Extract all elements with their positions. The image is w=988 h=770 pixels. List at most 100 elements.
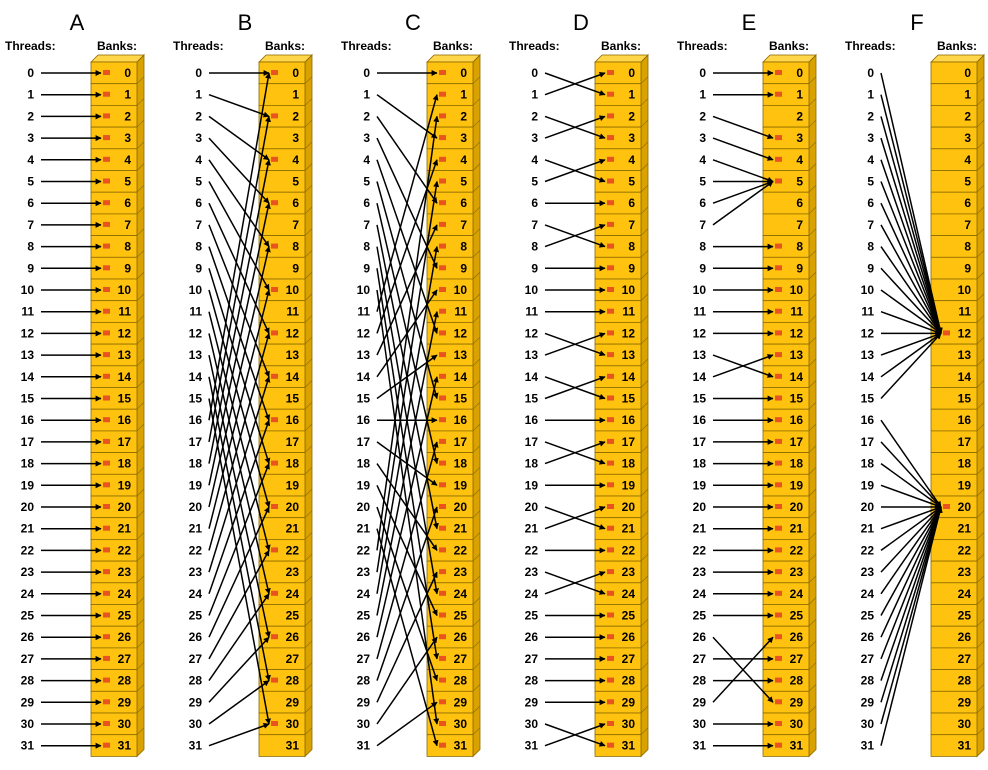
bank-edge	[304, 684, 313, 692]
bank-number: 14	[454, 370, 468, 384]
thread-number: 16	[21, 413, 35, 427]
bank-edge	[136, 336, 145, 345]
bank-number: 1	[292, 88, 299, 102]
bank-number: 12	[286, 326, 300, 340]
bank-edge	[976, 684, 985, 692]
bank-number: 12	[118, 326, 132, 340]
bank-number: 19	[622, 478, 636, 492]
thread-number: 6	[27, 196, 34, 210]
bank-edge	[136, 141, 145, 150]
thread-number: 1	[699, 88, 706, 102]
access-marker	[439, 113, 446, 119]
thread-number: 5	[531, 175, 538, 189]
thread-to-bank-arrow	[880, 159, 943, 334]
bank-number: 3	[124, 131, 131, 145]
panel-title: F	[910, 10, 923, 35]
bank-edge	[808, 445, 817, 453]
thread-to-bank-arrow	[880, 506, 942, 595]
bank-edge	[472, 510, 481, 518]
thread-to-bank-arrow	[880, 332, 942, 356]
thread-number: 21	[861, 522, 875, 536]
thread-number: 29	[357, 695, 371, 709]
bank-edge	[136, 163, 145, 171]
access-marker	[775, 308, 782, 314]
thread-to-bank-arrow	[208, 332, 271, 551]
bank-edge	[976, 597, 985, 605]
bank-number: 16	[622, 413, 636, 427]
thread-number: 16	[693, 413, 707, 427]
bank-number: 18	[790, 457, 804, 471]
thread-number: 27	[21, 652, 35, 666]
thread-number: 30	[189, 717, 203, 731]
bank-number: 19	[790, 478, 804, 492]
access-marker	[775, 612, 782, 618]
thread-to-bank-arrow	[376, 115, 440, 551]
bank-edge	[640, 250, 649, 258]
thread-number: 22	[525, 543, 539, 557]
bank-edge	[472, 98, 481, 106]
thread-number: 0	[699, 66, 706, 80]
access-marker	[775, 569, 782, 575]
bank-column: 0123456789101112131415161718192021222324…	[762, 54, 817, 758]
bank-number: 15	[454, 392, 468, 406]
bank-number: 27	[118, 652, 132, 666]
bank-number: 15	[790, 392, 804, 406]
access-marker	[103, 91, 110, 97]
thread-number: 5	[27, 175, 34, 189]
thread-number: 5	[195, 175, 202, 189]
thread-to-bank-arrow	[208, 593, 270, 682]
access-marker	[439, 330, 446, 336]
bank-number: 15	[118, 392, 132, 406]
bank-number: 16	[286, 413, 300, 427]
thread-number: 13	[693, 348, 707, 362]
bank-number: 25	[454, 609, 468, 623]
bank-number: 28	[622, 674, 636, 688]
panel-title: B	[238, 10, 253, 35]
access-marker	[775, 655, 782, 661]
thread-number: 29	[189, 695, 203, 709]
bank-number: 12	[622, 326, 636, 340]
bank-edge	[136, 119, 145, 128]
bank-number: 23	[454, 565, 468, 579]
bank-edge	[640, 228, 649, 236]
access-marker	[607, 612, 614, 618]
bank-edge	[976, 662, 985, 670]
bank-column: 0123456789101112131415161718192021222324…	[930, 54, 985, 758]
thread-number: 2	[27, 109, 34, 123]
thread-to-bank-arrow	[208, 463, 270, 616]
thread-number: 25	[861, 609, 875, 623]
bank-edge	[304, 293, 313, 301]
thread-number: 1	[531, 88, 538, 102]
thread-number: 18	[525, 457, 539, 471]
thread-to-bank-arrow	[880, 506, 942, 573]
bank-edge	[304, 228, 313, 236]
bank-number: 14	[118, 370, 132, 384]
access-marker	[103, 569, 110, 575]
bank-edge	[304, 467, 313, 475]
thread-to-bank-arrow	[880, 506, 943, 746]
bank-number: 25	[622, 609, 636, 623]
bank-number: 7	[796, 218, 803, 232]
thread-to-bank-arrow	[880, 116, 943, 334]
bank-edge	[304, 336, 313, 345]
thread-number: 9	[531, 261, 538, 275]
bank-edge	[304, 184, 313, 193]
bank-edge	[472, 315, 481, 323]
bank-number: 29	[958, 695, 972, 709]
access-marker	[103, 482, 110, 488]
bank-edge	[136, 315, 145, 323]
thread-number: 28	[357, 674, 371, 688]
thread-number: 18	[21, 457, 35, 471]
thread-number: 14	[861, 370, 875, 384]
bank-edge	[472, 488, 481, 497]
thread-number: 12	[861, 326, 875, 340]
thread-number: 4	[867, 153, 874, 167]
thread-number: 15	[525, 392, 539, 406]
bank-number: 26	[622, 630, 636, 644]
thread-to-bank-arrow	[880, 181, 942, 334]
access-marker	[607, 70, 614, 75]
thread-number: 26	[189, 630, 203, 644]
bank-top-face	[594, 54, 649, 63]
thread-number: 10	[525, 283, 539, 297]
access-marker	[439, 699, 446, 705]
